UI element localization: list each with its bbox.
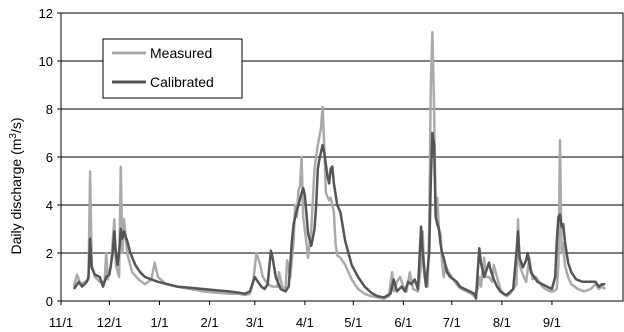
- x-tick-label: 6/1: [394, 315, 412, 330]
- y-tick-label: 12: [39, 6, 53, 21]
- legend-label-measured: Measured: [150, 45, 212, 61]
- y-tick-label: 10: [39, 54, 53, 69]
- y-tick-label: 8: [46, 102, 53, 117]
- y-tick-label: 0: [46, 294, 53, 309]
- x-tick-label: 7/1: [443, 315, 461, 330]
- series-layer: [72, 30, 606, 300]
- y-axis-title-tail: /s): [8, 117, 24, 133]
- x-tick-label: 9/1: [543, 315, 561, 330]
- series-line-calibrated: [72, 131, 606, 300]
- x-tick-label: 1/1: [150, 315, 168, 330]
- legend: Measured Calibrated: [102, 38, 243, 99]
- y-axis-title-sup: 3: [8, 133, 19, 139]
- y-axis-title-main: Daily discharge (m: [8, 139, 24, 255]
- x-tick-label: 11/1: [49, 315, 73, 330]
- x-tick-label: 2/1: [201, 315, 219, 330]
- y-tick-labels: 0 2 4 6 8 10 12: [39, 6, 61, 309]
- legend-box: [102, 38, 243, 99]
- y-tick-label: 2: [46, 246, 53, 261]
- x-tick-label: 12/1: [97, 315, 122, 330]
- x-tick-label: 4/1: [296, 315, 314, 330]
- y-axis-title: Daily discharge (m3/s): [8, 117, 25, 254]
- legend-label-calibrated: Calibrated: [150, 74, 214, 90]
- y-tick-label: 6: [46, 150, 53, 165]
- x-tick-label: 5/1: [344, 315, 362, 330]
- y-tick-label: 4: [46, 198, 53, 213]
- x-tick-label: 3/1: [246, 315, 264, 330]
- x-tick-label: 8/1: [493, 315, 511, 330]
- x-tick-labels: 11/1 12/1 1/1 2/1 3/1 4/1 5/1 6/1 7/1 8/1 9/1: [49, 301, 561, 330]
